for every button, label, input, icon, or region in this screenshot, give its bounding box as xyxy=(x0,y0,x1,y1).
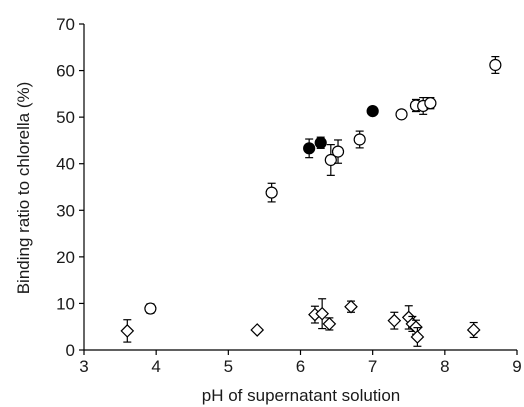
x-tick-label: 6 xyxy=(296,357,305,376)
marker-open-circle xyxy=(489,58,502,72)
y-tick-label: 40 xyxy=(56,155,75,174)
marker-open-diamond xyxy=(120,324,135,338)
x-axis-label: pH of supernatant solution xyxy=(202,386,400,405)
data-point xyxy=(344,299,358,314)
marker-open-circle xyxy=(395,108,408,121)
data-point xyxy=(331,139,345,164)
y-axis-label: Binding ratio to chlorella (%) xyxy=(14,82,33,295)
x-tick-label: 8 xyxy=(440,357,449,376)
data-point xyxy=(144,302,157,315)
data-point xyxy=(120,319,135,343)
marker-open-circle xyxy=(424,97,437,110)
data-point xyxy=(314,136,327,149)
data-point xyxy=(410,327,425,347)
marker-open-circle xyxy=(265,186,278,199)
y-tick-label: 0 xyxy=(66,341,75,360)
marker-filled-circle xyxy=(366,104,379,118)
x-tick-label: 7 xyxy=(368,357,377,376)
y-tick-label: 60 xyxy=(56,62,75,81)
data-points xyxy=(120,55,502,347)
marker-open-circle xyxy=(144,302,157,315)
y-axis-ticks: 0 10 20 30 40 50 60 70 xyxy=(56,15,84,360)
marker-filled-circle xyxy=(303,142,316,155)
data-point xyxy=(324,144,337,176)
data-point xyxy=(387,311,402,330)
data-point xyxy=(303,138,316,159)
data-point xyxy=(424,96,437,110)
marker-open-diamond xyxy=(322,317,337,331)
marker-open-circle xyxy=(353,133,366,146)
data-point xyxy=(366,104,379,118)
data-point xyxy=(395,108,408,121)
y-tick-label: 50 xyxy=(56,108,75,127)
data-point xyxy=(322,317,337,331)
data-point xyxy=(265,182,278,203)
y-tick-label: 30 xyxy=(56,201,75,220)
x-tick-label: 4 xyxy=(151,357,160,376)
marker-open-circle xyxy=(331,145,345,158)
data-point xyxy=(489,55,502,74)
x-tick-label: 9 xyxy=(512,357,521,376)
marker-open-diamond xyxy=(410,330,425,344)
data-point xyxy=(466,321,481,339)
y-tick-label: 10 xyxy=(56,294,75,313)
x-tick-label: 3 xyxy=(79,357,88,376)
marker-open-diamond xyxy=(315,306,329,321)
x-tick-label: 5 xyxy=(224,357,233,376)
marker-open-diamond xyxy=(344,299,358,314)
marker-open-diamond xyxy=(250,323,265,337)
data-point xyxy=(315,298,329,330)
y-tick-label: 70 xyxy=(56,15,75,34)
axes xyxy=(83,24,517,351)
data-point xyxy=(353,130,366,149)
marker-filled-circle xyxy=(314,136,327,149)
marker-open-circle xyxy=(324,153,337,167)
x-axis-ticks: 3 4 5 6 7 8 9 xyxy=(79,350,522,376)
data-point xyxy=(250,323,265,337)
marker-open-diamond xyxy=(466,323,481,337)
marker-open-diamond xyxy=(387,313,402,328)
y-tick-label: 20 xyxy=(56,248,75,267)
